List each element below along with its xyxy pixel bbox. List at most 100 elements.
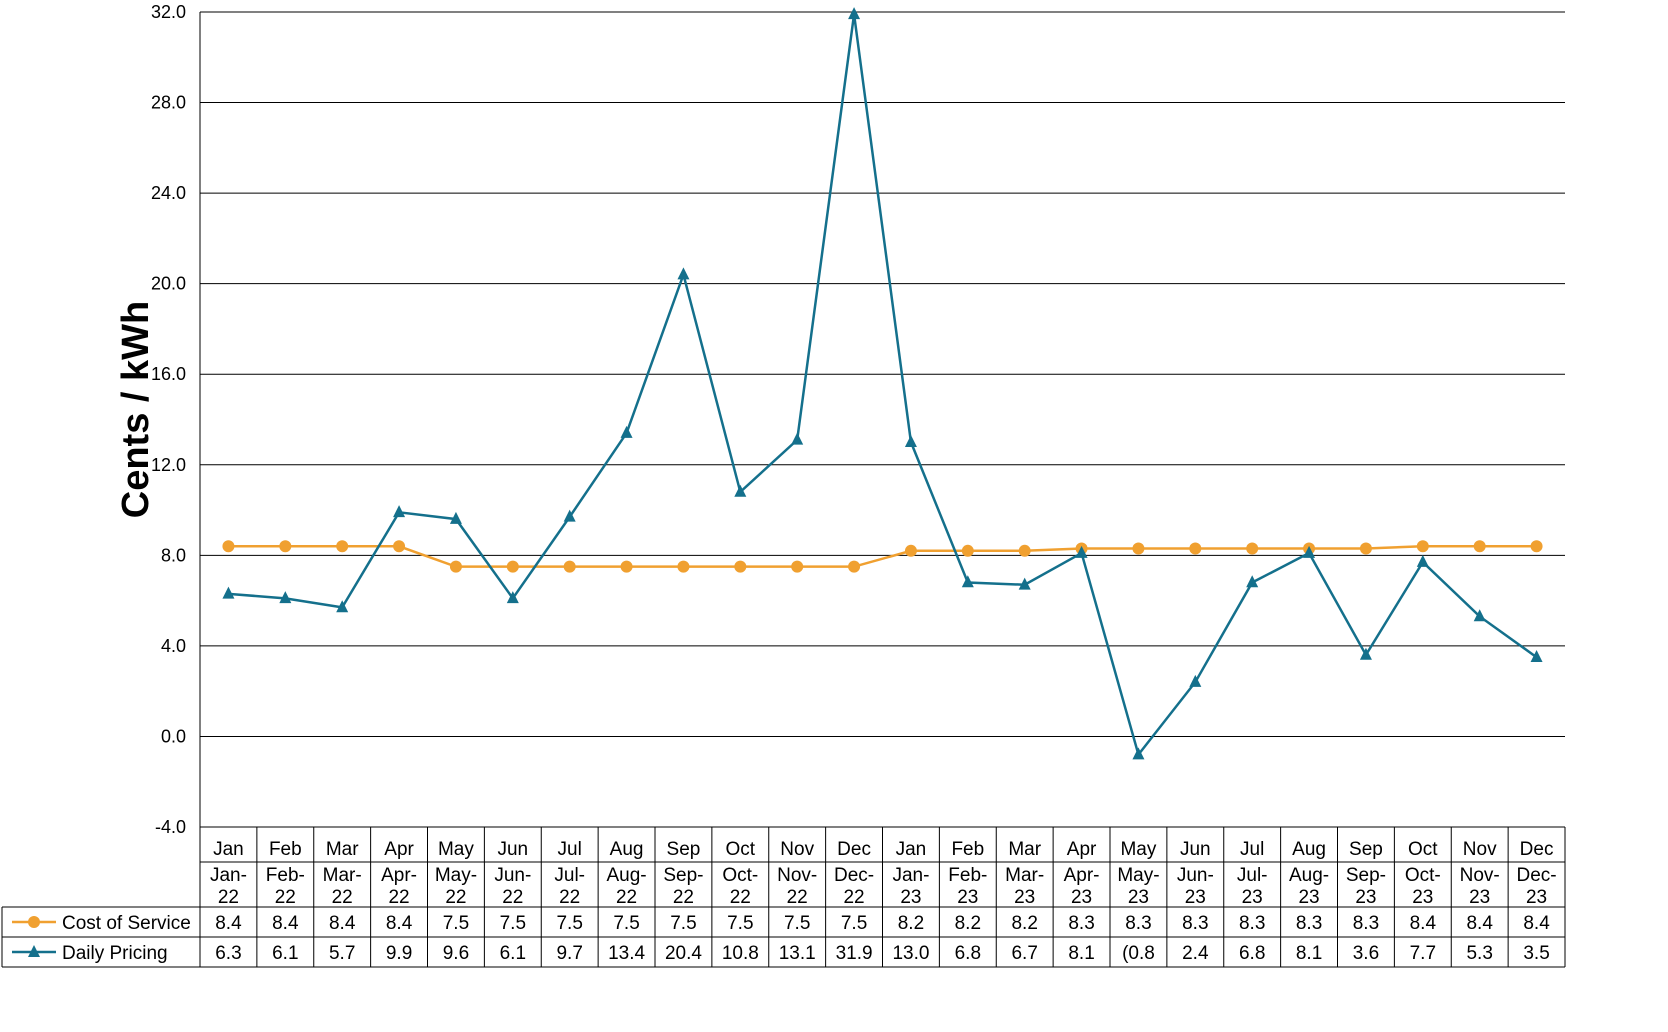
x-period-label: 22 bbox=[787, 887, 808, 908]
series-line bbox=[228, 545, 1537, 568]
x-period-label: 22 bbox=[445, 887, 466, 908]
table-value: 7.5 bbox=[613, 913, 639, 934]
x-period-label: Jul- bbox=[1237, 865, 1268, 886]
table-value: 6.3 bbox=[215, 943, 241, 964]
data-point bbox=[1132, 542, 1145, 555]
y-tick-label: 24.0 bbox=[151, 183, 186, 203]
table-value: 8.3 bbox=[1068, 913, 1094, 934]
x-category-label: Aug bbox=[1292, 839, 1326, 860]
table-value: 31.9 bbox=[836, 943, 873, 964]
data-point bbox=[734, 560, 747, 573]
x-category-label: Mar bbox=[326, 839, 359, 860]
x-category-label: Dec bbox=[837, 839, 871, 860]
x-period-label: 23 bbox=[957, 887, 978, 908]
data-point bbox=[222, 540, 235, 553]
x-period-label: Dec- bbox=[834, 865, 874, 886]
table-value: 8.1 bbox=[1068, 943, 1094, 964]
x-period-label: Nov- bbox=[777, 865, 817, 886]
x-period-label: 22 bbox=[218, 887, 239, 908]
data-point bbox=[506, 560, 519, 573]
x-period-label: 22 bbox=[730, 887, 751, 908]
x-period-label: Feb- bbox=[266, 865, 305, 886]
table-value: 7.5 bbox=[841, 913, 867, 934]
data-point bbox=[279, 540, 292, 553]
table-value: 20.4 bbox=[665, 943, 702, 964]
table-value: 9.6 bbox=[443, 943, 469, 964]
data-point bbox=[961, 575, 974, 588]
table-value: 2.4 bbox=[1182, 943, 1209, 964]
table-value: 8.4 bbox=[1466, 913, 1493, 934]
x-period-label: Apr- bbox=[381, 865, 417, 886]
table-value: 6.8 bbox=[955, 943, 981, 964]
table-value: 8.2 bbox=[1011, 913, 1037, 934]
table-value: 8.4 bbox=[329, 913, 356, 934]
data-point bbox=[449, 511, 462, 524]
x-category-label: Sep bbox=[1349, 839, 1383, 860]
table-value: 13.0 bbox=[892, 943, 929, 964]
x-category-label: Aug bbox=[610, 839, 644, 860]
data-point bbox=[1246, 575, 1259, 588]
x-category-label: Nov bbox=[780, 839, 814, 860]
x-period-label: Nov- bbox=[1460, 865, 1500, 886]
data-point bbox=[1359, 542, 1372, 555]
table-value: 8.4 bbox=[215, 913, 242, 934]
table-value: 8.4 bbox=[1410, 913, 1437, 934]
x-period-label: 23 bbox=[1298, 887, 1319, 908]
x-period-label: 23 bbox=[900, 887, 921, 908]
x-category-label: Apr bbox=[1067, 839, 1097, 860]
x-period-label: 22 bbox=[388, 887, 409, 908]
data-point bbox=[961, 544, 974, 557]
x-period-label: Sep- bbox=[1346, 865, 1386, 886]
data-point bbox=[1189, 542, 1202, 555]
table-value: 7.5 bbox=[443, 913, 469, 934]
x-period-label: 23 bbox=[1071, 887, 1092, 908]
data-point bbox=[1416, 554, 1429, 567]
data-table: Jan Feb Mar Apr May Jun Jul Aug Sep Oct Nov Dec Jan F… bbox=[1, 826, 1566, 968]
x-period-label: 22 bbox=[559, 887, 580, 908]
data-point bbox=[1018, 577, 1031, 590]
x-category-label: Feb bbox=[269, 839, 302, 860]
data-point bbox=[1473, 540, 1486, 553]
data-point bbox=[1359, 647, 1372, 660]
x-category-label: Oct bbox=[1408, 839, 1438, 860]
series-cost-of-service bbox=[222, 540, 1543, 573]
x-category-label: Nov bbox=[1463, 839, 1497, 860]
x-period-label: 23 bbox=[1014, 887, 1035, 908]
data-point bbox=[904, 544, 917, 557]
legend-marker bbox=[28, 916, 40, 928]
x-period-label: Oct- bbox=[1405, 865, 1441, 886]
x-period-label: Aug- bbox=[1289, 865, 1329, 886]
x-period-label: Jul- bbox=[554, 865, 585, 886]
table-value: 8.3 bbox=[1182, 913, 1208, 934]
x-period-label: 22 bbox=[275, 887, 296, 908]
y-tick-label: 4.0 bbox=[161, 636, 186, 656]
data-point bbox=[279, 591, 292, 604]
data-point bbox=[620, 560, 633, 573]
data-point bbox=[1530, 650, 1543, 663]
table-value: 8.2 bbox=[955, 913, 981, 934]
table-value: 3.5 bbox=[1523, 943, 1549, 964]
table-value: 7.5 bbox=[670, 913, 696, 934]
x-category-label: Sep bbox=[667, 839, 701, 860]
x-period-label: Feb- bbox=[948, 865, 987, 886]
data-point bbox=[563, 560, 576, 573]
x-period-label: 23 bbox=[1242, 887, 1263, 908]
data-point bbox=[620, 425, 633, 438]
table-value: 13.4 bbox=[608, 943, 645, 964]
y-tick-label: 32.0 bbox=[151, 2, 186, 22]
x-period-label: Apr- bbox=[1064, 865, 1100, 886]
x-period-label: May- bbox=[1117, 865, 1159, 886]
table-value: 8.4 bbox=[1523, 913, 1550, 934]
x-category-label: Jun bbox=[497, 839, 528, 860]
y-tick-label: 12.0 bbox=[151, 455, 186, 475]
table-value: 9.7 bbox=[556, 943, 582, 964]
data-point bbox=[1246, 542, 1259, 555]
table-value: 6.1 bbox=[272, 943, 298, 964]
data-point bbox=[1473, 609, 1486, 622]
table-value: 8.3 bbox=[1353, 913, 1379, 934]
y-tick-label: 0.0 bbox=[161, 726, 186, 746]
series-daily-pricing bbox=[222, 7, 1543, 760]
table-value: 7.5 bbox=[500, 913, 526, 934]
table-value: 8.3 bbox=[1125, 913, 1151, 934]
x-period-label: 23 bbox=[1412, 887, 1433, 908]
